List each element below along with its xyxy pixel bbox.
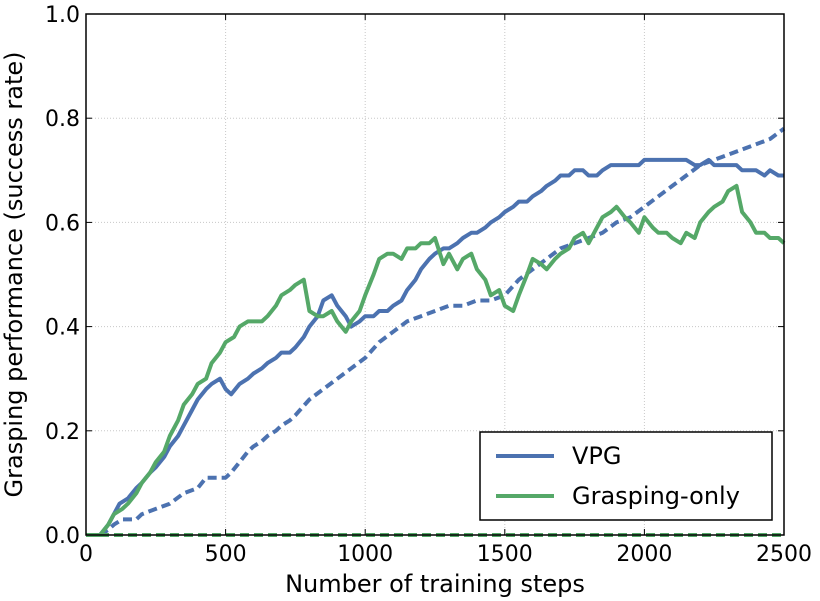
- y-tick-label: 0.4: [45, 316, 80, 341]
- x-tick-label: 1500: [477, 542, 533, 567]
- y-tick-label: 1.0: [45, 3, 80, 28]
- plot-frame: [85, 13, 785, 536]
- tick-labels: 0 500 1000 1500 2000 2500 0.0 0.2 0.4 0.6 0.8 1.0: [45, 3, 812, 567]
- y-axis-label: Grasping performance (success rate): [0, 52, 28, 498]
- ticks: [85, 13, 785, 536]
- legend: VPG Grasping-only: [479, 431, 773, 521]
- x-tick-label: 0: [79, 542, 93, 567]
- series-line-1: [86, 126, 786, 537]
- x-axis-label: Number of training steps: [285, 570, 585, 598]
- x-tick-label: 1000: [337, 542, 393, 567]
- legend-label-0: VPG: [572, 442, 622, 470]
- y-tick-label: 0.2: [45, 420, 80, 445]
- legend-label-1: Grasping-only: [572, 482, 740, 510]
- y-tick-label: 0.6: [45, 211, 80, 236]
- legend-box: [479, 431, 773, 521]
- y-tick-label: 0.8: [45, 107, 80, 132]
- y-tick-label: 0.0: [45, 524, 80, 549]
- x-tick-label: 2500: [756, 542, 812, 567]
- x-tick-label: 2000: [616, 542, 672, 567]
- x-tick-label: 500: [205, 542, 247, 567]
- series-line-2: [86, 183, 786, 537]
